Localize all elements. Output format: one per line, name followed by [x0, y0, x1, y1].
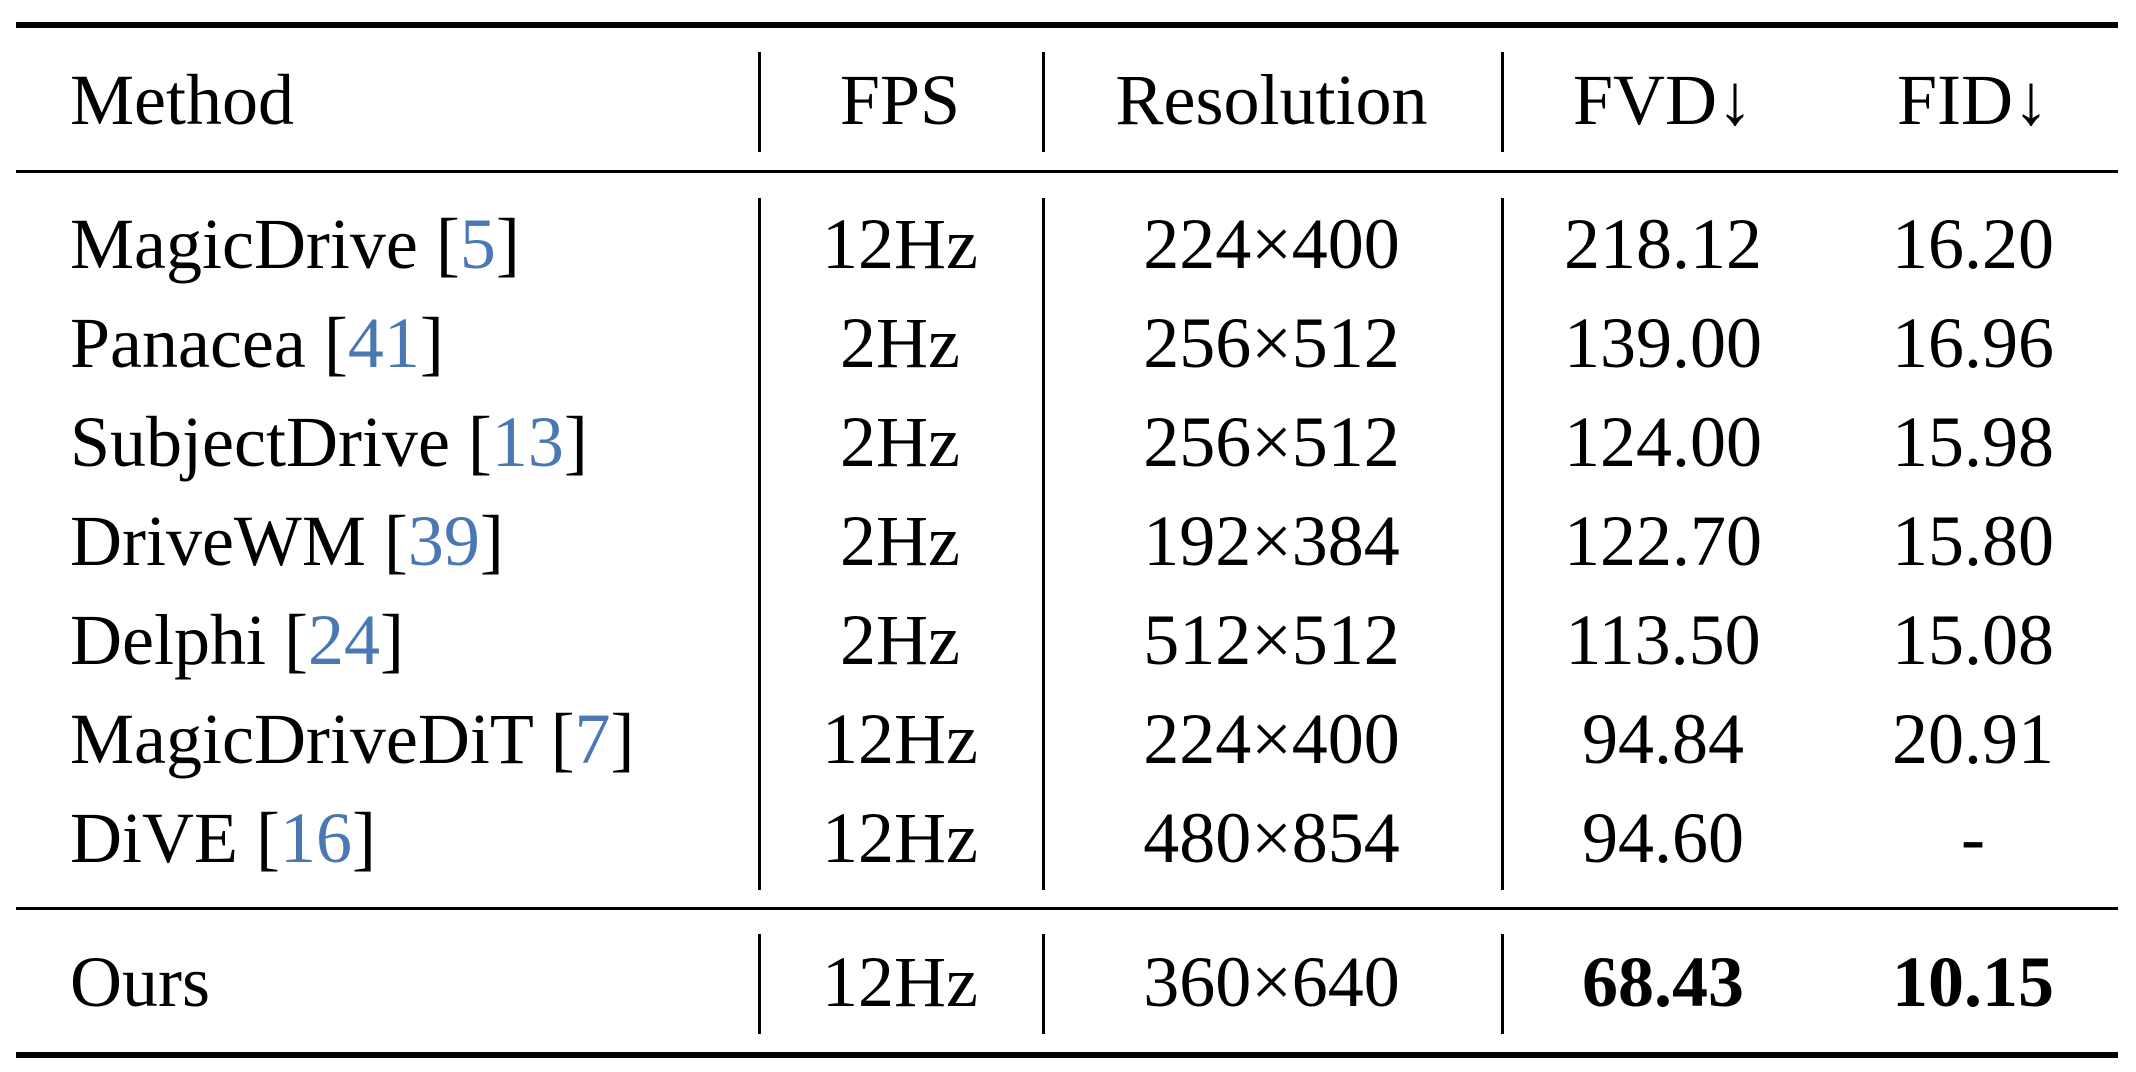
header-resolution: Resolution: [1115, 60, 1428, 140]
method-cell: SubjectDrive [13]: [70, 402, 588, 482]
column-divider: [758, 52, 761, 152]
fps-cell: 12Hz: [822, 204, 978, 284]
fps-cell: 12Hz: [822, 699, 978, 779]
method-cell: MagicDrive [5]: [70, 204, 520, 284]
fps-cell: 12Hz: [822, 798, 978, 878]
column-divider: [1042, 934, 1045, 1034]
method-cell: Panacea [41]: [70, 303, 444, 383]
resolution-cell: 512×512: [1143, 600, 1400, 680]
fps-cell: 2Hz: [840, 600, 960, 680]
column-divider: [1501, 198, 1504, 890]
fvd-cell: 124.00: [1564, 402, 1762, 482]
fvd-cell: 94.60: [1582, 798, 1744, 878]
resolution-cell: 256×512: [1143, 303, 1400, 383]
fid-cell-best: 10.15: [1892, 942, 2054, 1022]
citation-link[interactable]: 7: [574, 699, 611, 779]
column-divider: [758, 198, 761, 890]
citation-link[interactable]: 16: [279, 798, 352, 878]
header-fvd: FVD↓: [1572, 60, 1754, 140]
header-fps: FPS: [839, 60, 961, 140]
fvd-cell: 122.70: [1564, 501, 1762, 581]
method-name: DriveWM: [70, 501, 366, 581]
citation-link[interactable]: 39: [407, 501, 480, 581]
method-cell: DriveWM [39]: [70, 501, 504, 581]
fps-cell: 12Hz: [822, 942, 978, 1022]
citation-link[interactable]: 41: [347, 303, 420, 383]
header-rule: [16, 170, 2118, 173]
fvd-cell: 94.84: [1582, 699, 1744, 779]
fps-cell: 2Hz: [840, 501, 960, 581]
fid-cell: 15.98: [1892, 402, 2054, 482]
column-divider: [1501, 934, 1504, 1034]
method-name: DiVE: [70, 798, 238, 878]
fps-cell: 2Hz: [840, 402, 960, 482]
ours-separator-rule: [16, 907, 2118, 910]
resolution-cell: 224×400: [1143, 204, 1400, 284]
fid-cell: 15.08: [1892, 600, 2054, 680]
resolution-cell: 192×384: [1143, 501, 1400, 581]
method-name: Delphi: [70, 600, 266, 680]
fps-cell: 2Hz: [840, 303, 960, 383]
method-name: Panacea: [70, 303, 306, 383]
fid-cell: 16.96: [1892, 303, 2054, 383]
column-divider: [758, 934, 761, 1034]
fvd-cell: 113.50: [1565, 600, 1761, 680]
method-cell: Delphi [24]: [70, 600, 404, 680]
fid-cell: 15.80: [1892, 501, 2054, 581]
top-rule: [16, 22, 2118, 28]
method-name: SubjectDrive: [70, 402, 450, 482]
method-cell: DiVE [16]: [70, 798, 376, 878]
resolution-cell: 256×512: [1143, 402, 1400, 482]
header-fid: FID↓: [1896, 60, 2049, 140]
resolution-cell: 360×640: [1143, 942, 1400, 1022]
citation-link[interactable]: 13: [491, 402, 564, 482]
fid-cell: 20.91: [1892, 699, 2054, 779]
resolution-cell: 224×400: [1143, 699, 1400, 779]
citation-link[interactable]: 5: [459, 204, 496, 284]
fid-cell: -: [1961, 798, 1985, 878]
fvd-cell-best: 68.43: [1582, 942, 1744, 1022]
method-cell: MagicDriveDiT [7]: [70, 699, 635, 779]
citation-link[interactable]: 24: [307, 600, 380, 680]
column-divider: [1042, 198, 1045, 890]
fvd-cell: 139.00: [1564, 303, 1762, 383]
column-divider: [1042, 52, 1045, 152]
fid-cell: 16.20: [1892, 204, 2054, 284]
method-cell: Ours: [70, 942, 210, 1022]
method-name: MagicDriveDiT: [70, 699, 533, 779]
method-name: MagicDrive: [70, 204, 418, 284]
bottom-rule: [16, 1052, 2118, 1058]
column-divider: [1501, 52, 1504, 152]
header-method: Method: [70, 60, 294, 140]
resolution-cell: 480×854: [1143, 798, 1400, 878]
fvd-cell: 218.12: [1564, 204, 1762, 284]
